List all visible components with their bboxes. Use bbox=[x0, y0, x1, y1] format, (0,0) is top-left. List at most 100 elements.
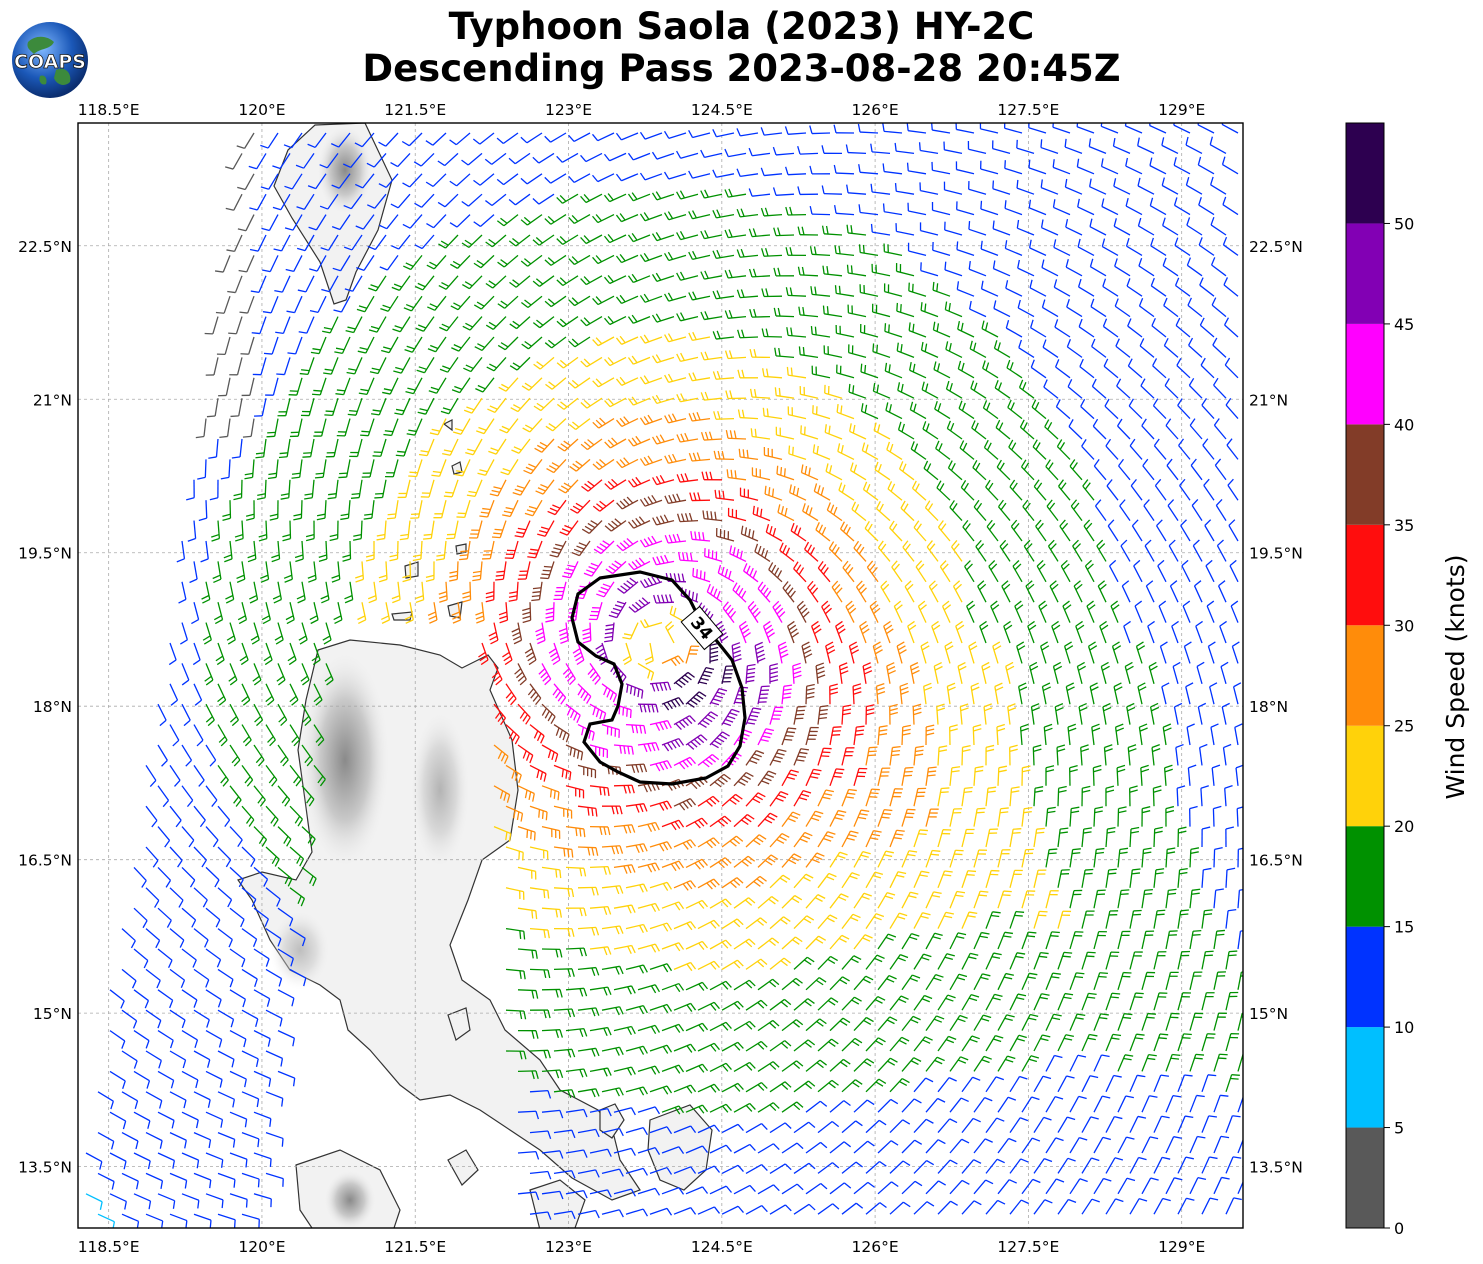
wind-barb-shaft bbox=[884, 170, 903, 175]
wind-barb-shaft bbox=[1004, 127, 1023, 134]
wind-barb-shaft bbox=[609, 234, 627, 244]
wind-barb-feather bbox=[754, 428, 757, 438]
wind-barb-feather bbox=[428, 390, 437, 394]
wind-barb-feather bbox=[1115, 338, 1120, 347]
wind-barb-feather bbox=[309, 268, 318, 272]
wind-barb-shaft bbox=[585, 234, 603, 245]
wind-barb-feather bbox=[315, 472, 324, 475]
wind-barb bbox=[485, 234, 507, 248]
wind-barb bbox=[428, 377, 447, 394]
wind-barb bbox=[429, 418, 447, 436]
wind-barb bbox=[615, 213, 639, 223]
wind-barb bbox=[299, 357, 315, 376]
wind-barb-shaft bbox=[1105, 445, 1119, 460]
wind-barb-feather bbox=[900, 344, 903, 353]
wind-barb-feather bbox=[1201, 398, 1208, 406]
wind-barb bbox=[378, 173, 399, 189]
wind-barb-shaft bbox=[728, 476, 747, 481]
wind-barb-feather bbox=[734, 470, 737, 479]
wind-barb-feather bbox=[336, 389, 346, 392]
wind-barb-feather bbox=[581, 485, 589, 492]
wind-barb bbox=[508, 152, 531, 165]
wind-barb-shaft bbox=[787, 173, 807, 176]
wind-barb-shaft bbox=[1052, 126, 1071, 134]
wind-barb-shaft bbox=[1006, 367, 1023, 379]
wind-barb-feather bbox=[926, 463, 932, 472]
wind-barb bbox=[485, 193, 507, 207]
wind-barb-feather bbox=[580, 402, 588, 409]
wind-barb bbox=[1064, 178, 1083, 195]
wind-barb bbox=[1173, 197, 1191, 216]
wind-barb bbox=[873, 422, 891, 440]
wind-barb-feather bbox=[877, 463, 882, 473]
wind-barb-shaft bbox=[263, 438, 267, 457]
wind-barb bbox=[580, 275, 603, 286]
wind-barb-feather bbox=[536, 361, 544, 367]
wind-barb-shaft bbox=[1142, 465, 1155, 481]
wind-barb bbox=[544, 336, 567, 349]
wind-barb-shaft bbox=[392, 459, 399, 477]
wind-barb bbox=[1043, 379, 1059, 399]
wind-barb bbox=[1081, 438, 1095, 460]
wind-barb-feather bbox=[1199, 317, 1205, 326]
wind-barb-feather bbox=[639, 295, 646, 303]
wind-barb-feather bbox=[716, 330, 721, 339]
wind-barb-shaft bbox=[668, 254, 687, 262]
wind-barb bbox=[1029, 239, 1047, 256]
wind-barb bbox=[957, 360, 975, 379]
wind-barb bbox=[1202, 438, 1215, 460]
wind-barb-feather bbox=[1127, 358, 1133, 367]
wind-barb-feather bbox=[1089, 218, 1093, 227]
wind-barb-shaft bbox=[848, 312, 867, 318]
wind-barb-feather bbox=[909, 401, 914, 410]
wind-barb-shaft bbox=[1032, 446, 1047, 460]
wind-barb bbox=[738, 448, 759, 461]
wind-barb bbox=[809, 165, 831, 175]
wind-barb bbox=[295, 153, 315, 169]
wind-barb-feather bbox=[246, 517, 255, 521]
wind-barb bbox=[205, 357, 219, 376]
wind-barb-shaft bbox=[850, 469, 867, 481]
wind-barb-shaft bbox=[325, 540, 328, 560]
wind-barb bbox=[1198, 196, 1215, 216]
wind-barb-feather bbox=[721, 450, 725, 460]
wind-barb bbox=[209, 479, 219, 501]
wind-barb-feather bbox=[664, 374, 670, 383]
wind-barb-feather bbox=[1090, 298, 1095, 307]
wind-barb-shaft bbox=[1017, 307, 1035, 318]
wind-barb-feather bbox=[284, 227, 294, 231]
wind-barb-feather bbox=[712, 250, 717, 259]
wind-barb bbox=[472, 132, 495, 145]
wind-barb-shaft bbox=[1054, 326, 1071, 338]
wind-barb-feather bbox=[1188, 377, 1195, 386]
wind-barb bbox=[748, 268, 771, 278]
wind-barb-shaft bbox=[433, 254, 447, 270]
wind-barb-feather bbox=[405, 303, 415, 309]
wind-barb-feather bbox=[838, 245, 841, 254]
wind-barbs bbox=[85, 123, 1243, 1228]
wind-barb-shaft bbox=[716, 377, 735, 380]
wind-barb bbox=[477, 459, 495, 476]
wind-barb-feather bbox=[1199, 277, 1204, 286]
wind-barb-feather bbox=[464, 281, 473, 287]
wind-barb-feather bbox=[390, 162, 399, 168]
wind-barb-shaft bbox=[1021, 466, 1035, 481]
wind-barb-feather bbox=[386, 517, 396, 520]
wind-barb-feather bbox=[741, 409, 745, 418]
wind-barb bbox=[1066, 299, 1083, 318]
wind-barb bbox=[676, 432, 699, 443]
wind-barb-shaft bbox=[1018, 347, 1035, 358]
wind-barb-feather bbox=[700, 230, 705, 239]
wind-barb-feather bbox=[556, 155, 563, 163]
wind-barb-shaft bbox=[314, 132, 327, 148]
wind-barb-feather bbox=[419, 408, 428, 412]
wind-barb-feather bbox=[761, 288, 765, 297]
wind-barb bbox=[751, 467, 771, 481]
wind-barb bbox=[1152, 398, 1167, 420]
wind-barb bbox=[340, 500, 351, 521]
wind-barb-shaft bbox=[550, 295, 567, 308]
wind-barb-shaft bbox=[1164, 385, 1179, 399]
wind-barb-feather bbox=[242, 435, 252, 438]
wind-barb bbox=[897, 382, 915, 399]
wind-barb-shaft bbox=[280, 193, 291, 211]
